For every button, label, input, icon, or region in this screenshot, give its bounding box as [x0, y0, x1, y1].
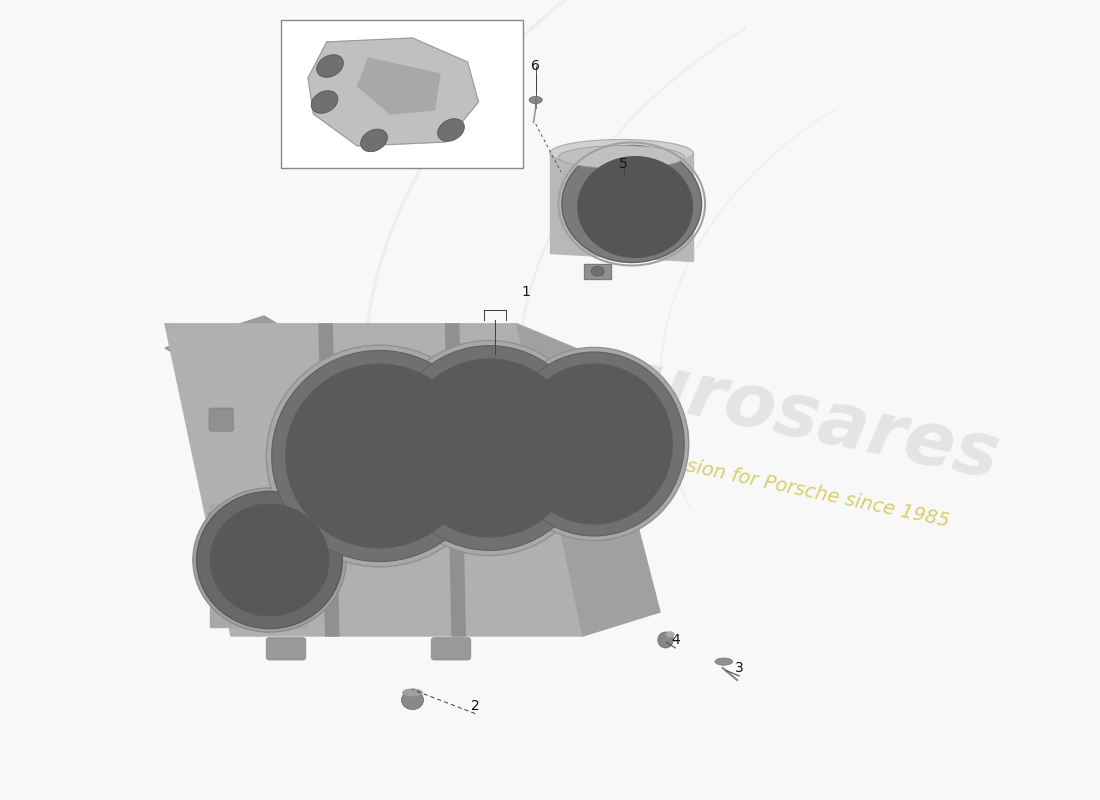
Ellipse shape: [515, 363, 673, 525]
Ellipse shape: [192, 488, 346, 632]
Ellipse shape: [559, 146, 684, 168]
Ellipse shape: [383, 418, 596, 454]
FancyBboxPatch shape: [209, 512, 233, 535]
Text: a passion for Porsche since 1985: a passion for Porsche since 1985: [632, 446, 952, 530]
Text: eurosares: eurosares: [579, 337, 1005, 495]
Ellipse shape: [529, 96, 542, 104]
Ellipse shape: [402, 690, 424, 710]
Circle shape: [591, 266, 604, 276]
Polygon shape: [308, 38, 478, 146]
Ellipse shape: [658, 632, 673, 648]
Ellipse shape: [383, 341, 596, 555]
Ellipse shape: [272, 350, 487, 562]
Polygon shape: [165, 324, 583, 636]
Polygon shape: [165, 324, 594, 356]
Ellipse shape: [438, 118, 464, 142]
Ellipse shape: [266, 345, 493, 567]
Text: 2: 2: [471, 698, 480, 713]
Ellipse shape: [403, 689, 422, 697]
Ellipse shape: [388, 346, 591, 550]
Ellipse shape: [666, 632, 674, 637]
Polygon shape: [517, 324, 660, 636]
FancyBboxPatch shape: [209, 408, 233, 431]
Ellipse shape: [562, 146, 702, 262]
Ellipse shape: [266, 425, 493, 462]
Text: 6: 6: [531, 58, 540, 73]
Polygon shape: [210, 504, 307, 627]
Ellipse shape: [499, 347, 689, 541]
Polygon shape: [165, 316, 440, 452]
Ellipse shape: [361, 129, 387, 152]
Ellipse shape: [578, 156, 693, 258]
Polygon shape: [584, 264, 612, 279]
Ellipse shape: [715, 658, 733, 665]
Polygon shape: [319, 324, 339, 636]
Ellipse shape: [550, 139, 693, 166]
Text: 4: 4: [671, 633, 680, 647]
Ellipse shape: [311, 90, 338, 114]
FancyBboxPatch shape: [209, 560, 233, 583]
Ellipse shape: [400, 358, 579, 538]
Ellipse shape: [317, 54, 343, 78]
FancyBboxPatch shape: [280, 20, 522, 168]
FancyBboxPatch shape: [431, 638, 471, 660]
Ellipse shape: [285, 363, 474, 549]
Ellipse shape: [504, 352, 684, 536]
Ellipse shape: [197, 491, 342, 629]
FancyBboxPatch shape: [266, 638, 306, 660]
Polygon shape: [446, 324, 465, 636]
Polygon shape: [550, 153, 693, 261]
Text: 5: 5: [619, 157, 628, 171]
Text: 3: 3: [735, 661, 744, 675]
Ellipse shape: [499, 417, 689, 449]
Polygon shape: [358, 58, 440, 114]
Ellipse shape: [210, 504, 329, 616]
Text: 1: 1: [521, 285, 530, 299]
